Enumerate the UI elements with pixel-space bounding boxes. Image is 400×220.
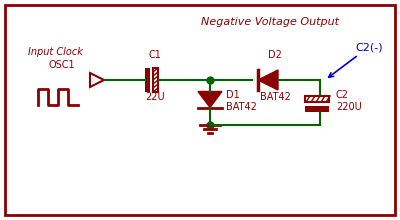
Bar — [305, 106, 329, 112]
Bar — [145, 68, 150, 92]
Text: Negative Voltage Output: Negative Voltage Output — [201, 17, 339, 27]
Text: D2: D2 — [268, 50, 282, 60]
Bar — [153, 68, 158, 92]
Bar — [305, 96, 329, 102]
Polygon shape — [90, 73, 104, 87]
Polygon shape — [198, 92, 222, 108]
Text: BAT42: BAT42 — [260, 92, 290, 102]
Text: D1: D1 — [226, 90, 240, 99]
Text: OSC1: OSC1 — [49, 60, 75, 70]
Text: C2(-): C2(-) — [329, 42, 383, 77]
Text: 220U: 220U — [336, 102, 362, 112]
FancyBboxPatch shape — [5, 5, 395, 215]
Polygon shape — [258, 70, 278, 90]
Text: Input Clock: Input Clock — [28, 47, 82, 57]
Text: 22U: 22U — [145, 92, 165, 102]
Text: C2: C2 — [336, 90, 349, 100]
Text: C1: C1 — [148, 50, 162, 60]
Text: BAT42: BAT42 — [226, 101, 257, 112]
